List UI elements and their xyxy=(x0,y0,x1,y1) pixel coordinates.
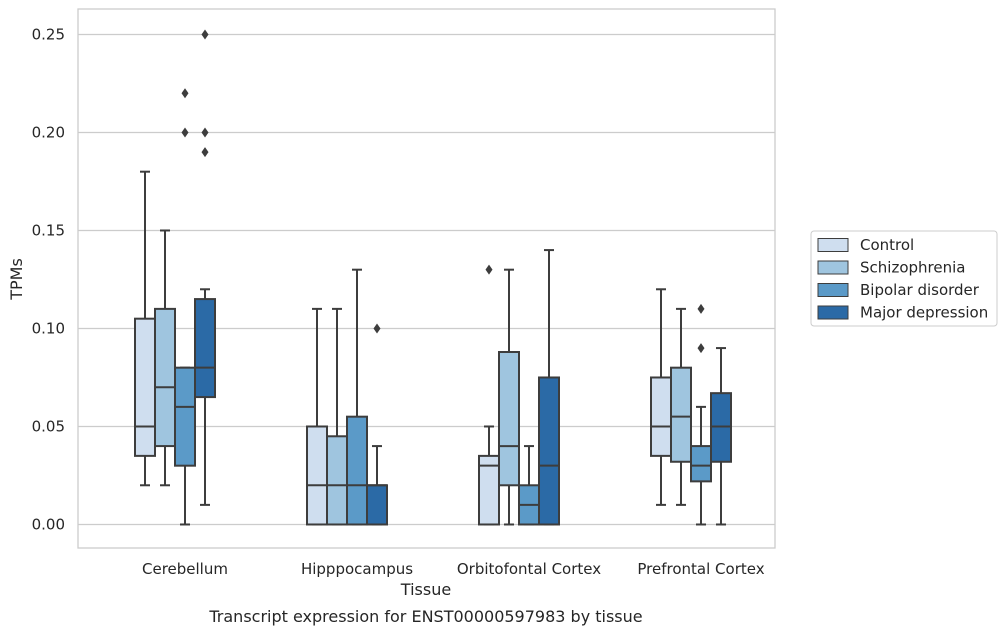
outlier-point xyxy=(181,127,189,138)
box-bipolar-disorder xyxy=(518,445,540,526)
legend: Control Schizophrenia Bipolar disorder Majo… xyxy=(810,230,998,327)
box-body xyxy=(194,298,216,399)
y-tick-label: 0.15 xyxy=(32,221,65,239)
box-body xyxy=(650,376,672,457)
x-tick-labels: Cerebellum Hipppocampus Orbitofontal Corte… xyxy=(142,560,765,578)
box-schizophrenia xyxy=(670,307,692,506)
box-schizophrenia xyxy=(498,268,520,526)
box-major-depression xyxy=(194,29,216,506)
box-body xyxy=(690,445,712,483)
box-control xyxy=(306,307,328,526)
chart-caption: Transcript expression for ENST0000059798… xyxy=(208,607,642,626)
box-major-depression xyxy=(710,347,732,526)
outlier-point xyxy=(181,88,189,99)
box-body xyxy=(346,415,368,526)
box-control xyxy=(478,264,500,526)
box-schizophrenia xyxy=(326,307,348,526)
legend-swatch xyxy=(817,238,849,252)
outlier-point xyxy=(697,303,705,314)
y-tick-label: 0.10 xyxy=(32,319,65,337)
legend-swatch xyxy=(817,305,849,320)
y-tick-label: 0.20 xyxy=(32,123,65,141)
plot-frame xyxy=(77,8,776,549)
x-tick-label: Orbitofontal Cortex xyxy=(457,560,601,578)
y-tick-label: 0.05 xyxy=(32,417,65,435)
x-tick-label: Prefrontal Cortex xyxy=(637,560,764,578)
y-axis-label: TPMs xyxy=(7,258,26,301)
box-bipolar-disorder xyxy=(174,88,196,526)
legend-swatch xyxy=(817,283,849,297)
box-body xyxy=(478,454,500,526)
outlier-point xyxy=(697,343,705,354)
box-control xyxy=(650,288,672,506)
legend-label: Major depression xyxy=(860,304,988,322)
box-body xyxy=(366,484,388,526)
box-body xyxy=(306,425,328,526)
legend-frame xyxy=(810,230,998,327)
box-schizophrenia xyxy=(154,229,176,487)
box-major-depression xyxy=(538,249,560,526)
legend-swatch xyxy=(817,260,849,275)
legend-label: Schizophrenia xyxy=(860,259,965,277)
x-tick-label: Cerebellum xyxy=(142,560,228,578)
outlier-point xyxy=(201,127,209,138)
outlier-point xyxy=(201,29,209,40)
box-body xyxy=(154,307,176,448)
boxes xyxy=(134,29,732,526)
box-body xyxy=(174,366,196,467)
box-body xyxy=(134,317,156,457)
y-tick-label: 0.00 xyxy=(32,515,65,533)
outlier-point xyxy=(373,323,381,334)
box-body xyxy=(326,435,348,526)
legend-label: Bipolar disorder xyxy=(860,281,980,299)
outlier-point xyxy=(201,147,209,158)
box-body xyxy=(538,376,560,526)
y-tick-labels: 0.00 0.05 0.10 0.15 0.20 0.25 xyxy=(32,25,65,533)
box-major-depression xyxy=(366,323,388,526)
box-bipolar-disorder xyxy=(346,268,368,526)
box-body xyxy=(670,366,692,463)
outlier-point xyxy=(485,264,493,275)
box-bipolar-disorder xyxy=(690,303,712,526)
y-tick-label: 0.25 xyxy=(32,25,65,43)
x-tick-label: Hipppocampus xyxy=(301,560,413,578)
x-axis-label: Tissue xyxy=(400,580,451,599)
legend-label: Control xyxy=(860,236,914,254)
box-body xyxy=(498,351,520,487)
box-control xyxy=(134,170,156,487)
